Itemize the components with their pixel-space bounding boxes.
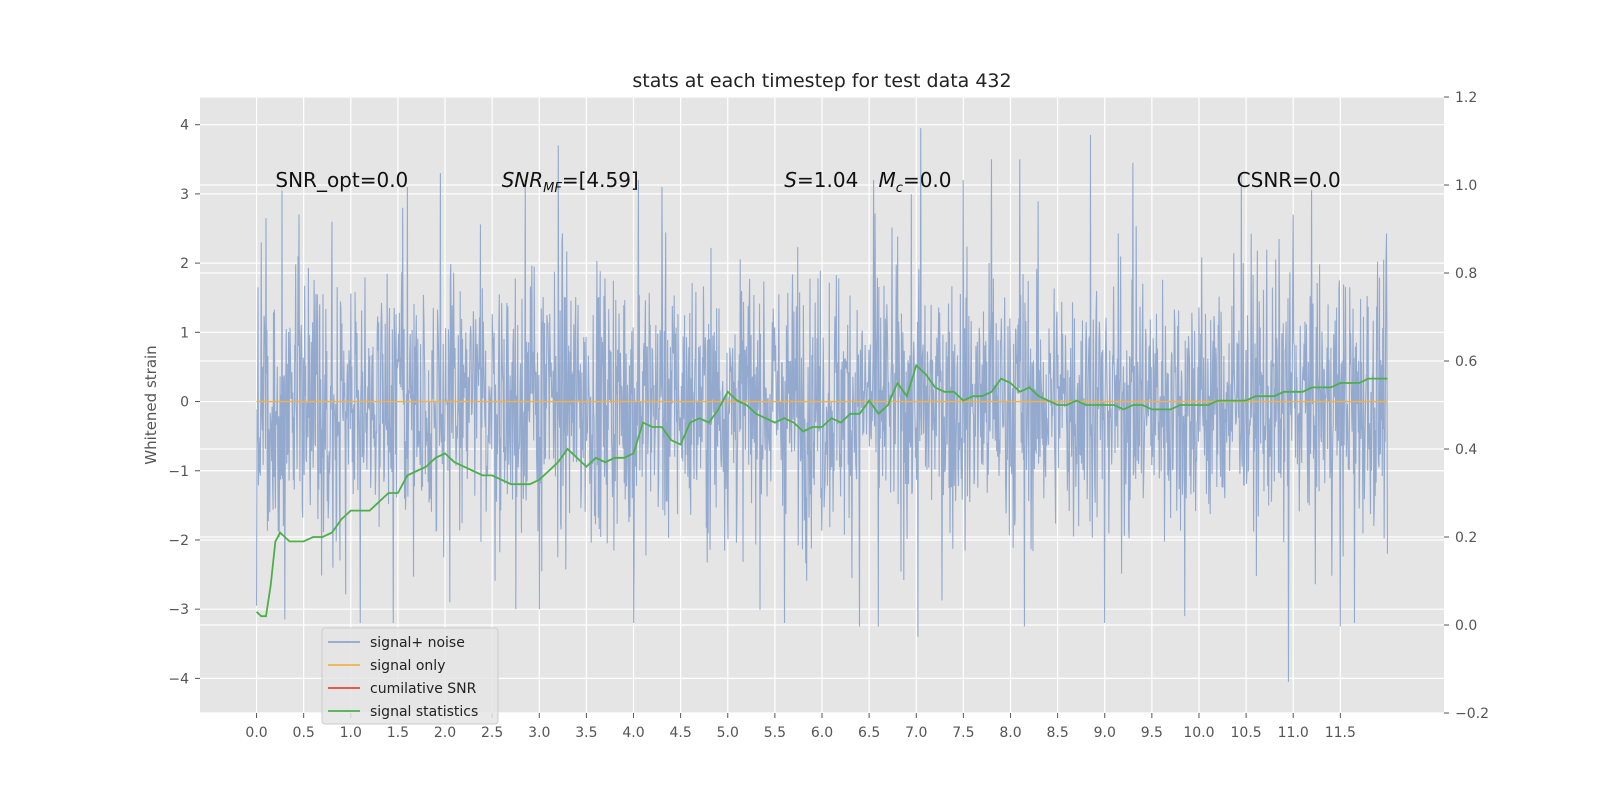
annotation-label: CSNR=0.0 xyxy=(1237,168,1341,192)
x-tick-label: 4.0 xyxy=(622,725,644,741)
legend-frame xyxy=(321,627,499,725)
y-tick-label-left: 2 xyxy=(180,256,189,272)
x-tick-label: 8.0 xyxy=(999,725,1021,741)
y-tick-label-right: 0.8 xyxy=(1455,266,1477,282)
y-tick-label-left: −4 xyxy=(168,671,189,687)
x-tick-label: 0.0 xyxy=(245,725,267,741)
x-tick-label: 3.0 xyxy=(528,725,550,741)
y-axis-label: Whitened strain xyxy=(142,345,160,464)
legend-label: cumilative SNR xyxy=(370,681,477,697)
x-tick-label: 5.5 xyxy=(764,725,786,741)
y-tick-label-right: 0.4 xyxy=(1455,442,1477,458)
x-tick-label: 7.0 xyxy=(905,725,927,741)
y-tick-label-right: 0.0 xyxy=(1455,618,1477,634)
x-tick-label: 1.0 xyxy=(340,725,362,741)
y-tick-label-right: 0.2 xyxy=(1455,530,1477,546)
legend: signal+ noise signal only cumilative SNR si… xyxy=(321,627,499,725)
chart-title: stats at each timestep for test data 432 xyxy=(632,70,1011,92)
legend-label: signal statistics xyxy=(370,704,478,720)
series-signal-noise xyxy=(256,128,1388,682)
y-tick-label-left: −3 xyxy=(168,602,189,618)
x-tick-label: 9.0 xyxy=(1094,725,1116,741)
y-tick-label-left: 0 xyxy=(180,395,189,411)
x-tick-label: 2.5 xyxy=(481,725,503,741)
y-tick-label-left: 3 xyxy=(180,187,189,203)
x-axis: 0.0 0.5 1.0 1.5 2.0 2.5 3.0 3.5 4.0 4.5 5.0 5.5 6.0 6… xyxy=(245,713,1356,741)
x-tick-label: 0.5 xyxy=(293,725,315,741)
x-tick-label: 10.0 xyxy=(1183,725,1214,741)
x-tick-label: 1.5 xyxy=(387,725,409,741)
y-tick-label-right: 1.0 xyxy=(1455,178,1477,194)
y-tick-label-right: 1.2 xyxy=(1455,90,1477,106)
y-tick-label-right: −0.2 xyxy=(1455,706,1489,722)
x-tick-label: 10.5 xyxy=(1231,725,1262,741)
signal-noise-line xyxy=(256,128,1388,682)
series-signal-statistics xyxy=(255,363,1388,618)
y-tick-label-right: 0.6 xyxy=(1455,354,1477,370)
x-tick-label: 8.5 xyxy=(1046,725,1068,741)
x-tick-label: 4.5 xyxy=(670,725,692,741)
y-tick-label-left: −2 xyxy=(168,533,189,549)
y-tick-label-left: 1 xyxy=(180,325,189,341)
x-tick-label: 2.0 xyxy=(434,725,456,741)
y-tick-label-left: 4 xyxy=(180,118,189,134)
x-tick-label: 3.5 xyxy=(575,725,597,741)
x-tick-label: 6.5 xyxy=(858,725,880,741)
y-axis-left: −4 −3 −2 −1 0 1 2 3 4 xyxy=(168,118,200,687)
x-tick-label: 11.0 xyxy=(1278,725,1309,741)
x-tick-label: 7.5 xyxy=(952,725,974,741)
annotation-label: SNRMF=[4.59] xyxy=(502,168,639,196)
y-tick-label-left: −1 xyxy=(168,464,189,480)
legend-label: signal+ noise xyxy=(370,635,465,651)
annotation-label: S=1.04 xyxy=(784,168,858,192)
legend-label: signal only xyxy=(370,658,445,674)
x-tick-label: 6.0 xyxy=(811,725,833,741)
y-axis-right: −0.2 0.0 0.2 0.4 0.6 0.8 1.0 1.2 xyxy=(1444,90,1489,722)
x-tick-label: 11.5 xyxy=(1325,725,1356,741)
x-tick-label: 5.0 xyxy=(717,725,739,741)
annotation-label: SNR_opt=0.0 xyxy=(275,168,408,192)
signal-statistics-line xyxy=(255,363,1388,618)
x-tick-label: 9.5 xyxy=(1141,725,1163,741)
annotations: SNR_opt=0.0 SNRMF=[4.59] S=1.04 Mc=0.0 CSNR=… xyxy=(275,168,1340,196)
annotation-label: Mc=0.0 xyxy=(879,168,952,196)
